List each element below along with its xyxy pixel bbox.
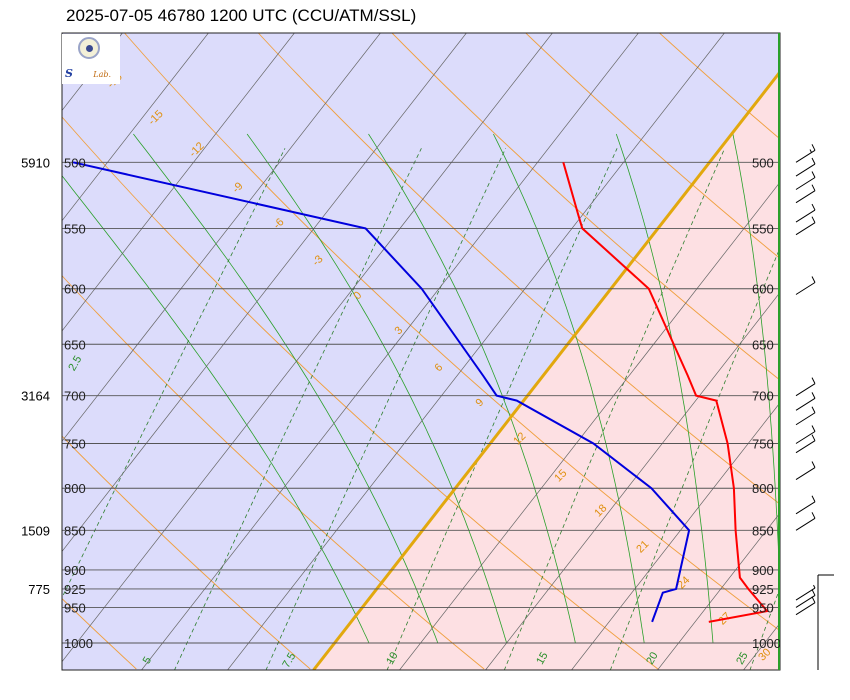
page-title: 2025-07-05 46780 1200 UTC (CCU/ATM/SSL): [66, 6, 417, 25]
pressure-label-right: 850: [752, 523, 774, 538]
dry-adiabat: [62, 275, 485, 670]
pressure-label-left: 850: [64, 523, 86, 538]
pressure-label-left: 750: [64, 436, 86, 451]
wind-barb: [795, 171, 816, 190]
isotherm-line: [657, 512, 780, 670]
isotherm-line: [227, 33, 725, 670]
mixing-ratio-line: [609, 246, 780, 670]
wind-barb: [795, 276, 816, 295]
pressure-label-left: 650: [64, 337, 86, 352]
moist-adiabat: [133, 133, 439, 644]
isotherm-line: [62, 33, 467, 553]
region-fills: [62, 33, 780, 670]
wind-barb: [795, 144, 816, 163]
moist-adiabat: [246, 133, 507, 644]
dry-adiabat: [257, 33, 780, 505]
wind-barb: [795, 425, 816, 444]
grid-lines: [0, 33, 850, 670]
isotherm-line: [830, 33, 850, 670]
moist-adiabat: [841, 134, 850, 643]
isotherm-line: [62, 33, 295, 332]
isotherm-label: 5: [141, 655, 154, 666]
pressure-label-right: 1000: [752, 636, 781, 651]
wind-barb: [795, 406, 816, 426]
zero-isotherm: [312, 69, 780, 670]
isotherm-line: [62, 33, 381, 442]
wind-barb: [795, 461, 816, 480]
wind-barb: [795, 216, 816, 236]
wind-barb: [795, 157, 816, 177]
pressure-label-right: 750: [752, 436, 774, 451]
pressure-label-right: 500: [752, 155, 774, 170]
wind-barbs: [795, 144, 834, 670]
pressure-label-right: 900: [752, 563, 774, 578]
profile-lines: [72, 161, 769, 623]
moist-adiabat: [493, 133, 645, 644]
pressure-label-left: 700: [64, 389, 86, 404]
pressure-label-left: 500: [64, 155, 86, 170]
moist-adiabat: [368, 133, 576, 644]
isotherm-line: [399, 181, 780, 670]
moist-adiabat: [615, 133, 714, 644]
dewpoint-line: [72, 161, 691, 623]
isotherm-line: [571, 402, 780, 670]
pressure-label-left: 950: [64, 600, 86, 615]
pressure-label-left: 600: [64, 282, 86, 297]
wind-barb: [795, 392, 816, 411]
pressure-label-right: 700: [752, 389, 774, 404]
pressure-label-left: 925: [64, 582, 86, 597]
height-label: 775: [28, 582, 50, 597]
wind-barb: [795, 596, 816, 616]
dry-adiabat: [391, 33, 780, 381]
pressure-label-right: 650: [752, 337, 774, 352]
dry-adiabat: [525, 33, 780, 260]
wind-barb: [795, 495, 816, 515]
wind-barb: [795, 184, 816, 204]
pressure-label-right: 950: [752, 600, 774, 615]
height-label: 3164: [21, 389, 50, 404]
mixing-ratio-line: [62, 148, 286, 599]
dry-adiabat: [62, 435, 311, 670]
pressure-label-left: 900: [64, 563, 86, 578]
isotherm-label: 15: [534, 650, 551, 667]
isotherm-line: [0, 33, 36, 670]
seal-icon: [78, 37, 100, 59]
height-label: 1509: [21, 523, 50, 538]
mixing-ratio-line: [503, 148, 726, 670]
logo-lettering: S Lab.: [65, 67, 112, 80]
pressure-label-left: 800: [64, 481, 86, 496]
pressure-label-left: 1000: [64, 636, 93, 651]
pressure-label-left: 550: [64, 221, 86, 236]
wind-barb: [795, 434, 816, 454]
dry-adiabat: [124, 33, 780, 632]
mixing-ratio-line: [265, 148, 507, 670]
wind-barb: [795, 377, 816, 397]
isotherm-label: 20: [644, 650, 661, 667]
axis-labels: 500 500 550 550 600 600 650 650 700 700 750 750 800 8…: [21, 155, 781, 651]
temperature-line: [562, 162, 769, 623]
isotherm-label: 25: [734, 650, 751, 667]
wind-barb: [795, 203, 816, 223]
dry-adiabat: [793, 33, 850, 669]
isotherm-line: [62, 33, 209, 222]
pressure-label-right: 925: [752, 582, 774, 597]
isotherm-line: [485, 291, 780, 670]
isotherm-line: [141, 33, 639, 670]
height-label: 5910: [21, 155, 50, 170]
isotherm-line: [62, 33, 553, 663]
isotherm-label: 10: [384, 650, 401, 667]
pressure-label-right: 800: [752, 481, 774, 496]
dry-adiabat: [62, 116, 659, 670]
wind-barb: [795, 512, 816, 531]
pressure-label-right: 550: [752, 221, 774, 236]
pressure-label-right: 600: [752, 282, 774, 297]
warm-region: [313, 33, 780, 670]
lab-logo: S Lab.: [62, 34, 120, 84]
moist-adiabat: [62, 175, 370, 644]
mixing-ratio-line: [174, 148, 422, 670]
